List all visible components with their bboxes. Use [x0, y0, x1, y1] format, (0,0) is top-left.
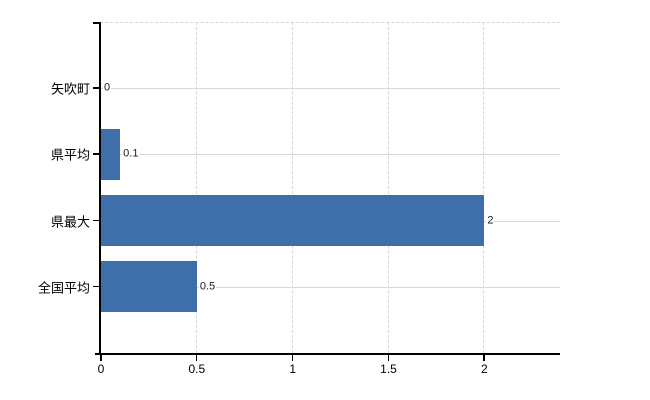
y-axis-top-tick [93, 22, 100, 24]
x-tick-label: 0.5 [188, 362, 206, 376]
x-tick-label: 1.5 [380, 362, 397, 376]
plot-top-border [100, 22, 560, 23]
x-tick-label: 1 [289, 362, 296, 376]
value-label: 2 [486, 214, 495, 228]
x-axis-tick [291, 353, 294, 361]
gridline-vertical [483, 22, 485, 353]
y-axis-tick [93, 219, 100, 222]
category-label: 矢吹町 [50, 81, 90, 97]
y-axis-tick [93, 87, 100, 89]
x-axis-tick [100, 353, 102, 361]
x-tick-label: 0 [97, 362, 105, 376]
gridline-vertical [387, 22, 389, 353]
x-axis-tick [483, 353, 485, 361]
x-axis-tick [387, 353, 389, 361]
x-axis-line [95, 353, 560, 355]
category-label: 県平均 [50, 147, 90, 163]
category-label: 県最大 [50, 214, 90, 230]
gridline-vertical [195, 22, 197, 353]
y-axis-tick [93, 153, 100, 155]
gridline-horizontal [100, 286, 560, 288]
bar [101, 261, 197, 313]
value-label: 0.1 [122, 147, 140, 161]
y-axis-line [99, 22, 101, 353]
x-axis-tick [195, 353, 198, 361]
bar [101, 128, 121, 180]
value-label: 0.5 [198, 280, 217, 294]
gridline-horizontal [100, 154, 560, 156]
x-tick-label: 2 [480, 362, 488, 376]
gridline-vertical [291, 22, 293, 353]
value-label: 0 [103, 81, 112, 95]
category-label: 全国平均 [37, 280, 90, 296]
gridline-horizontal [100, 88, 560, 90]
bar [101, 195, 485, 247]
y-axis-tick [93, 285, 100, 288]
